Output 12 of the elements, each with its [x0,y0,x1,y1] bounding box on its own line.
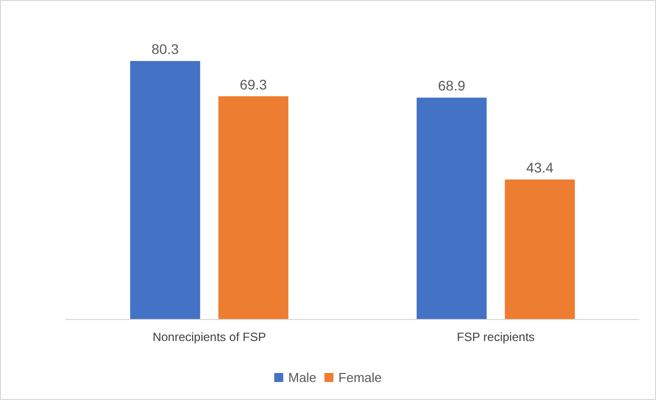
data-label: 69.3 [240,76,268,92]
bar [416,98,487,319]
bar [504,180,575,319]
legend-label: Female [338,370,382,385]
x-tick-label: Nonrecipients of FSP [152,330,266,344]
x-tick-label: FSP recipients [456,330,535,344]
legend-label: Male [288,370,316,385]
data-label: 80.3 [152,40,179,57]
bar [130,60,200,319]
bar [218,96,288,319]
data-label: 43.4 [526,160,554,176]
data-label: 68.9 [438,78,466,94]
